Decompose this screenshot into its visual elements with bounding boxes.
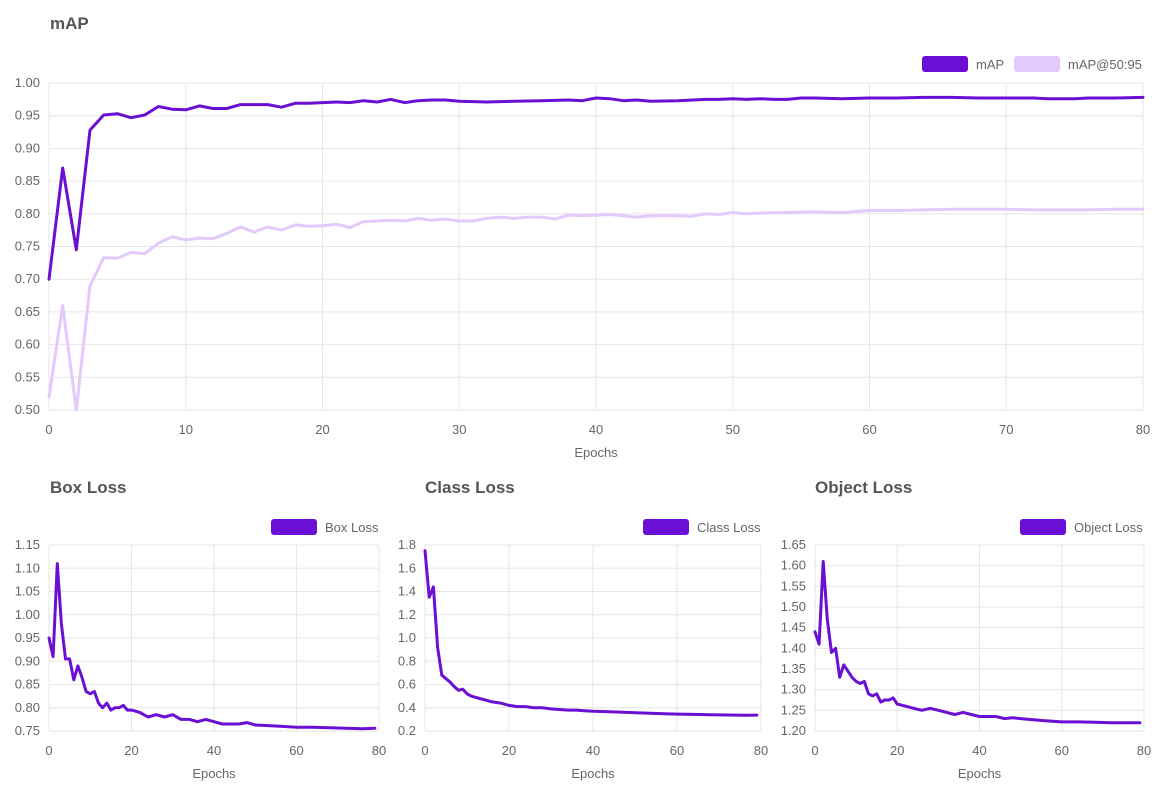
object-loss-y-tick-label: 1.65 xyxy=(781,537,806,552)
class-loss-y-tick-label: 1.6 xyxy=(398,560,416,575)
box-loss-y-tick-label: 0.90 xyxy=(15,653,40,668)
object-loss-x-tick-label: 0 xyxy=(811,743,818,758)
class-loss-legend-label[interactable]: Class Loss xyxy=(697,520,761,535)
object-loss-y-tick-label: 1.45 xyxy=(781,620,806,635)
map-y-tick-label: 0.85 xyxy=(15,173,40,188)
box-loss-y-tick-label: 1.05 xyxy=(15,584,40,599)
class-loss-x-tick-label: 80 xyxy=(754,743,768,758)
class-loss-y-tick-label: 1.0 xyxy=(398,630,416,645)
class-loss-series-line-1 xyxy=(423,549,759,717)
object-loss-y-tick-label: 1.25 xyxy=(781,702,806,717)
box-loss-x-axis-label: Epochs xyxy=(192,766,236,781)
object-loss-x-tick-label: 40 xyxy=(972,743,986,758)
box-loss-series-line-1 xyxy=(47,562,377,731)
object-loss-chart: 1.20 1.25 1.30 1.35 1.40 1.45 1.50 1.55 1.60 1.65… xyxy=(781,519,1151,781)
map-x-tick-label: 10 xyxy=(179,422,193,437)
map-y-tick-label: 0.55 xyxy=(15,369,40,384)
box-loss-y-tick-label: 0.80 xyxy=(15,700,40,715)
map-x-tick-label: 20 xyxy=(315,422,329,437)
box-loss-legend-swatch[interactable] xyxy=(271,519,317,535)
map-legend-label[interactable]: mAP@50:95 xyxy=(1068,57,1142,72)
object-loss-x-tick-label: 80 xyxy=(1137,743,1151,758)
object-loss-legend-swatch[interactable] xyxy=(1020,519,1066,535)
class-loss-x-tick-label: 20 xyxy=(502,743,516,758)
object-loss-section-title: Object Loss xyxy=(815,478,913,497)
class-loss-y-tick-label: 1.2 xyxy=(398,607,416,622)
object-loss-y-tick-label: 1.40 xyxy=(781,640,806,655)
class-loss-legend-swatch[interactable] xyxy=(643,519,689,535)
class-loss-section-title: Class Loss xyxy=(425,478,515,497)
map-x-tick-label: 60 xyxy=(862,422,876,437)
map-legend-swatch[interactable] xyxy=(922,56,968,72)
box-loss-x-tick-label: 60 xyxy=(289,743,303,758)
map-x-tick-label: 30 xyxy=(452,422,466,437)
map-x-tick-label: 80 xyxy=(1136,422,1150,437)
map-legend-label[interactable]: mAP xyxy=(976,57,1004,72)
object-loss-y-tick-label: 1.35 xyxy=(781,661,806,676)
object-loss-y-tick-label: 1.50 xyxy=(781,599,806,614)
class-loss-x-tick-label: 40 xyxy=(586,743,600,758)
map-x-tick-label: 40 xyxy=(589,422,603,437)
box-loss-legend-label[interactable]: Box Loss xyxy=(325,520,379,535)
class-loss-y-tick-label: 1.4 xyxy=(398,584,416,599)
class-loss-chart: 0.2 0.4 0.6 0.8 1.0 1.2 1.4 1.6 1.8 0 20 40 60 80 Epoc… xyxy=(398,519,768,781)
class-loss-y-tick-label: 0.8 xyxy=(398,653,416,668)
box-loss-y-tick-label: 1.10 xyxy=(15,560,40,575)
map-y-tick-label: 0.65 xyxy=(15,304,40,319)
box-loss-y-tick-label: 0.75 xyxy=(15,723,40,738)
map-y-tick-label: 0.50 xyxy=(15,402,40,417)
class-loss-y-tick-label: 1.8 xyxy=(398,537,416,552)
map-y-tick-label: 1.00 xyxy=(15,75,40,90)
box-loss-x-tick-label: 20 xyxy=(124,743,138,758)
map-x-axis-label: Epochs xyxy=(574,445,618,460)
object-loss-y-tick-label: 1.20 xyxy=(781,723,806,738)
box-loss-y-tick-label: 1.00 xyxy=(15,607,40,622)
class-loss-x-tick-label: 0 xyxy=(421,743,428,758)
box-loss-chart: 0.75 0.80 0.85 0.90 0.95 1.00 1.05 1.10 1.15 0 20 4… xyxy=(15,519,386,781)
box-loss-y-tick-label: 0.85 xyxy=(15,677,40,692)
object-loss-y-tick-label: 1.55 xyxy=(781,578,806,593)
object-loss-x-tick-label: 20 xyxy=(890,743,904,758)
map-y-tick-label: 0.60 xyxy=(15,337,40,352)
box-loss-y-tick-label: 0.95 xyxy=(15,630,40,645)
map-series-line-1 xyxy=(47,95,1145,281)
class-loss-x-axis-label: Epochs xyxy=(571,766,615,781)
object-loss-y-tick-label: 1.60 xyxy=(781,558,806,573)
map-x-tick-label: 70 xyxy=(999,422,1013,437)
map-y-tick-label: 0.95 xyxy=(15,108,40,123)
map-x-tick-label: 0 xyxy=(45,422,52,437)
map-y-tick-label: 0.80 xyxy=(15,206,40,221)
class-loss-y-tick-label: 0.6 xyxy=(398,677,416,692)
map-section-title: mAP xyxy=(50,14,89,33)
class-loss-y-tick-label: 0.2 xyxy=(398,723,416,738)
object-loss-x-axis-label: Epochs xyxy=(958,766,1002,781)
class-loss-y-tick-label: 0.4 xyxy=(398,700,416,715)
map-y-tick-label: 0.90 xyxy=(15,140,40,155)
object-loss-y-tick-label: 1.30 xyxy=(781,682,806,697)
map-y-tick-label: 0.70 xyxy=(15,271,40,286)
class-loss-x-tick-label: 60 xyxy=(670,743,684,758)
map-chart: 0.50 0.55 0.60 0.65 0.70 0.75 0.80 0.85 0.90 0.95… xyxy=(15,56,1150,460)
map-series-line-2 xyxy=(47,207,1145,412)
map-y-tick-label: 0.75 xyxy=(15,239,40,254)
box-loss-x-tick-label: 80 xyxy=(372,743,386,758)
object-loss-series-line-1 xyxy=(813,560,1142,725)
box-loss-y-tick-label: 1.15 xyxy=(15,537,40,552)
object-loss-legend-label[interactable]: Object Loss xyxy=(1074,520,1143,535)
map-x-tick-label: 50 xyxy=(726,422,740,437)
box-loss-x-tick-label: 0 xyxy=(45,743,52,758)
object-loss-x-tick-label: 60 xyxy=(1055,743,1069,758)
box-loss-x-tick-label: 40 xyxy=(207,743,221,758)
map-legend-swatch[interactable] xyxy=(1014,56,1060,72)
box-loss-section-title: Box Loss xyxy=(50,478,127,497)
